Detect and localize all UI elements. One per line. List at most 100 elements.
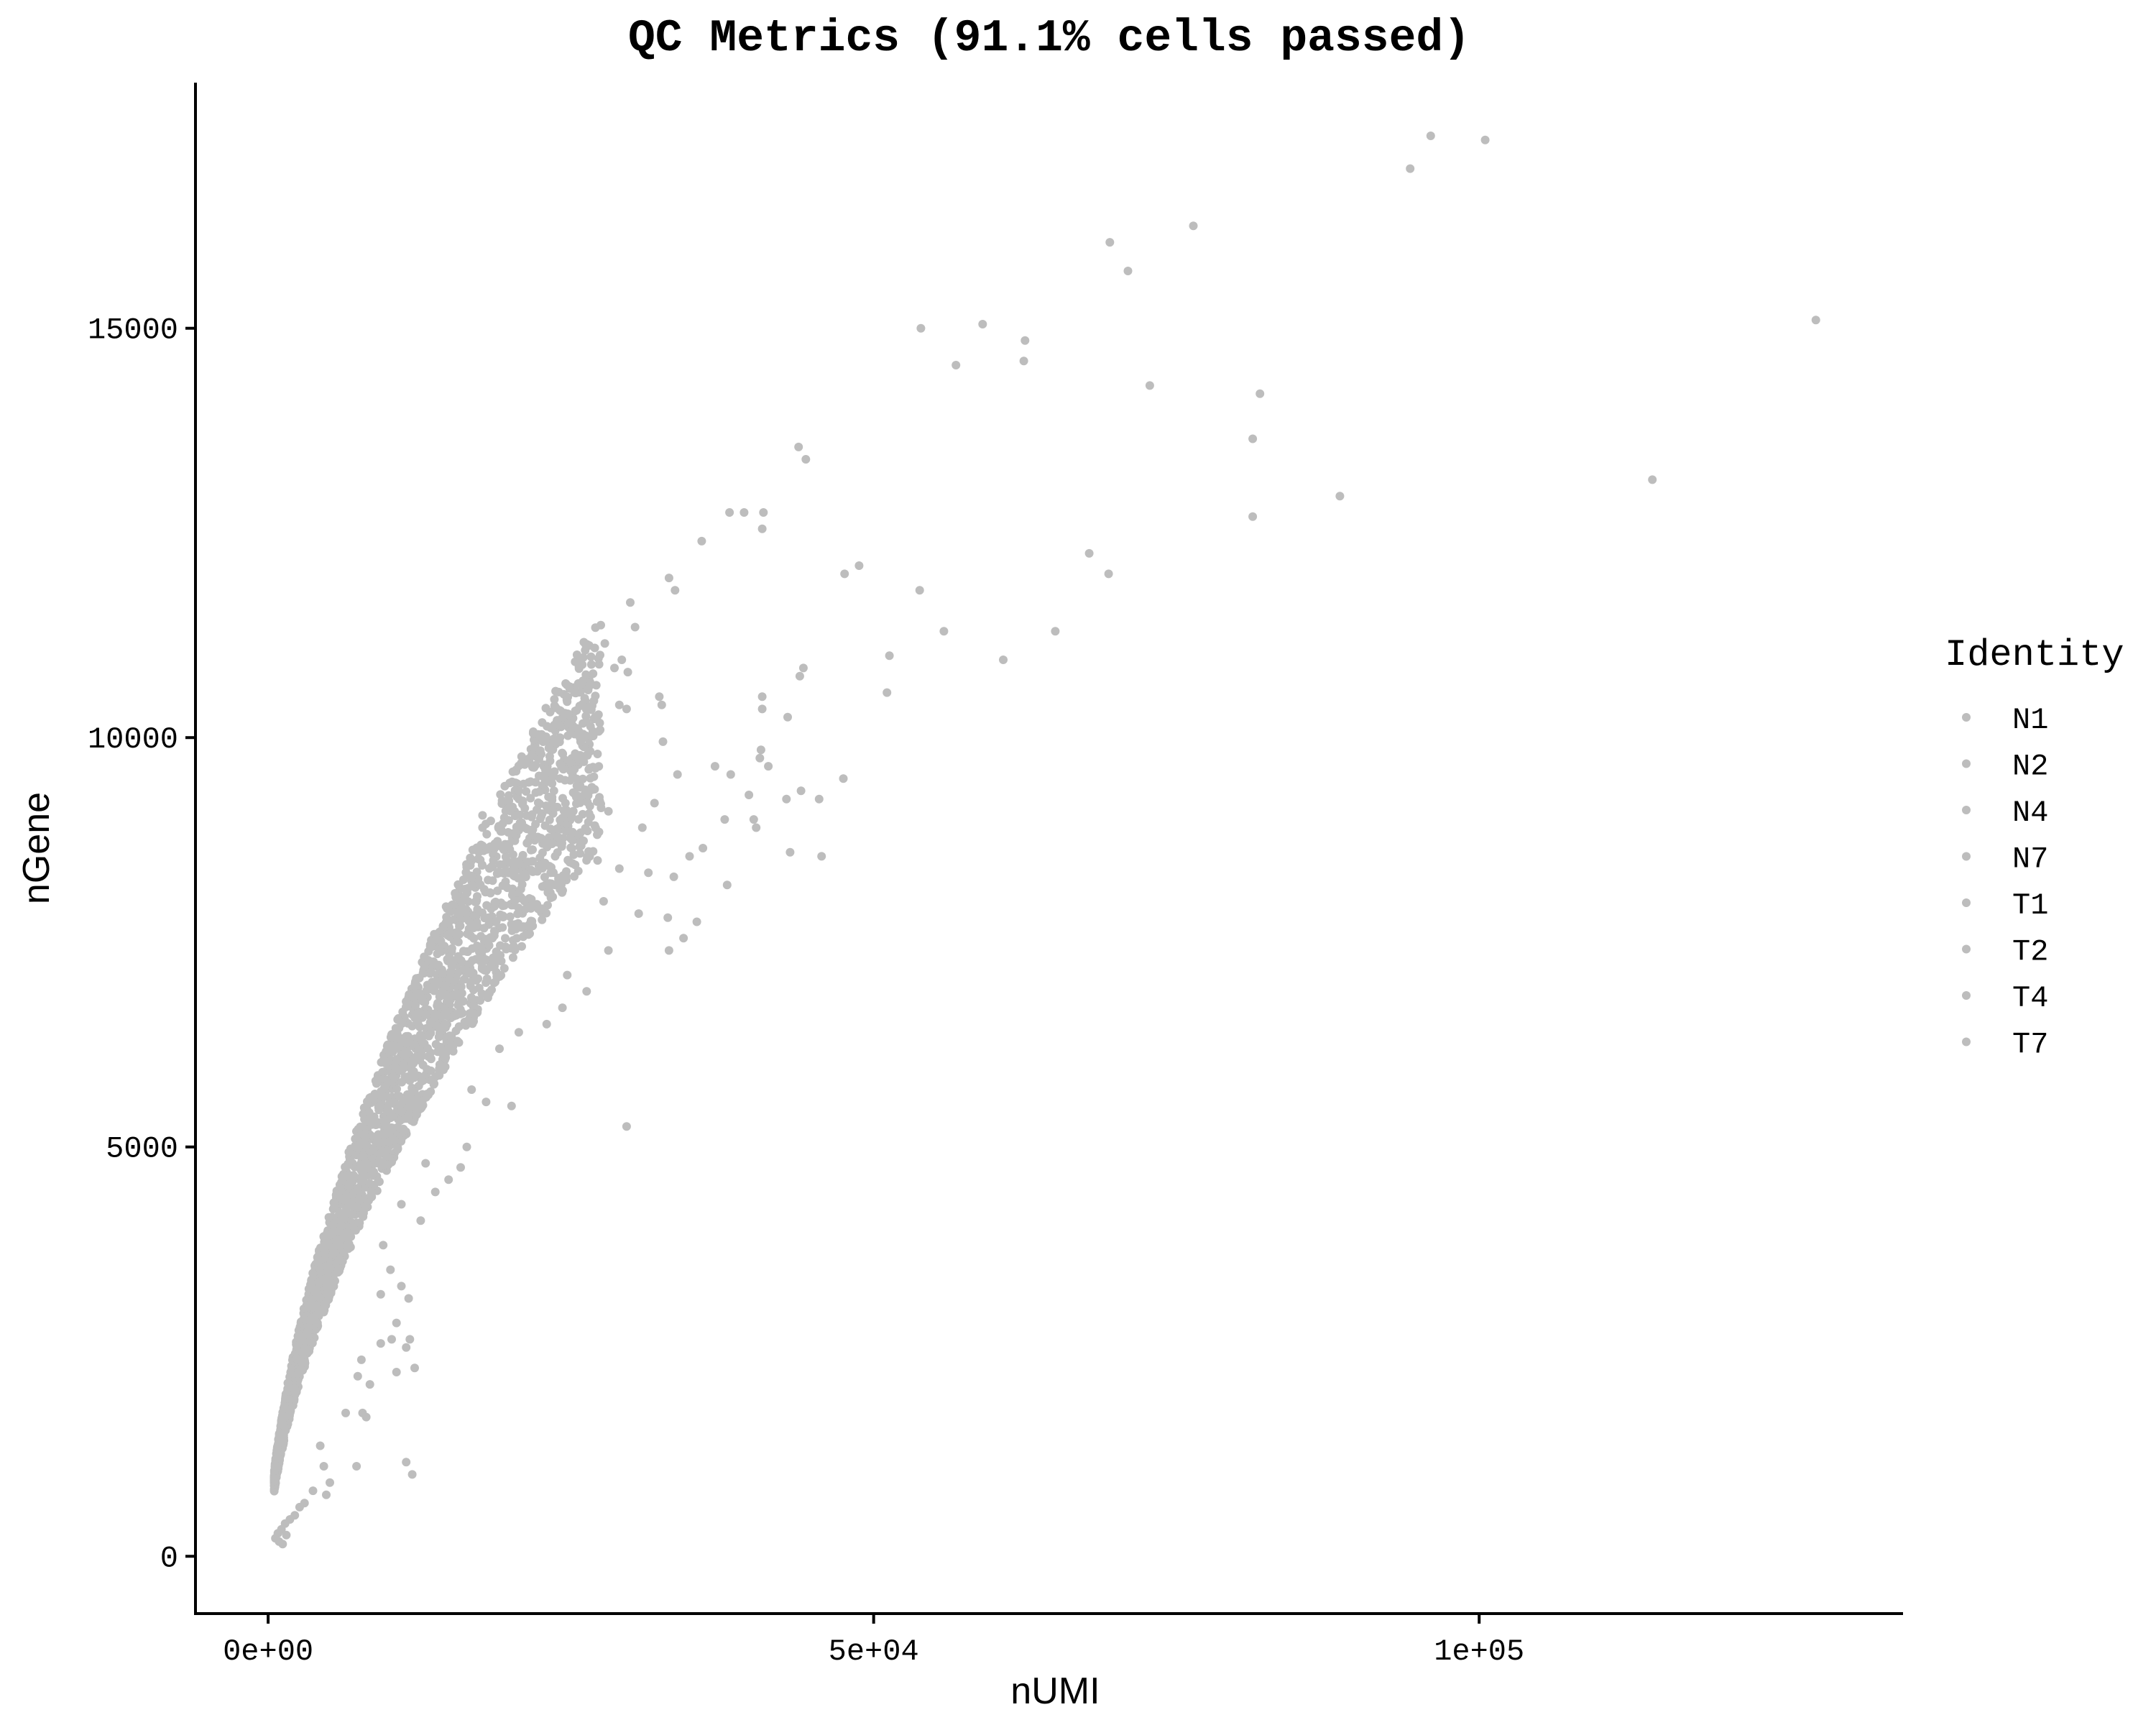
data-point [337, 1195, 346, 1204]
data-point [541, 765, 550, 775]
data-point [572, 650, 581, 659]
data-point [379, 1161, 387, 1170]
data-point [426, 942, 436, 952]
data-point [378, 1057, 387, 1066]
ticks-layer: 0e+00 5e+04 1e+05 0 5000 10000 15000 [88, 313, 1524, 1669]
data-point [436, 1029, 444, 1038]
data-point [508, 888, 517, 898]
data-point [270, 1476, 280, 1485]
data-point [411, 1000, 420, 1010]
data-point [486, 888, 495, 898]
data-point [507, 1101, 516, 1110]
data-point [402, 1458, 411, 1467]
data-point [432, 934, 441, 944]
data-point [367, 1192, 376, 1202]
data-point [575, 783, 584, 792]
data-point [453, 880, 463, 889]
y-tick-label: 5000 [106, 1132, 178, 1167]
data-point [518, 850, 528, 860]
data-point [379, 1117, 389, 1126]
data-point [429, 1080, 438, 1089]
data-point [347, 1210, 356, 1220]
data-point [499, 964, 509, 973]
data-point [410, 1087, 419, 1096]
data-point [398, 1007, 407, 1016]
data-point [561, 799, 570, 808]
data-point [416, 1216, 425, 1225]
data-point [461, 965, 470, 975]
data-point [517, 752, 526, 761]
data-point [720, 815, 729, 824]
data-point [376, 1289, 385, 1299]
data-point [745, 791, 754, 799]
data-point [563, 855, 573, 865]
data-point [1021, 336, 1030, 345]
y-tick-label: 0 [160, 1541, 178, 1576]
data-point [759, 508, 768, 517]
data-point [637, 823, 647, 832]
data-point [353, 1184, 362, 1193]
data-point [356, 1122, 365, 1131]
data-point [600, 639, 609, 648]
data-point [568, 765, 578, 775]
data-point [356, 1160, 366, 1169]
data-point [594, 762, 604, 771]
data-point [484, 843, 493, 852]
data-point [438, 987, 447, 996]
data-point [270, 1466, 279, 1475]
data-point [379, 1241, 388, 1250]
data-point [324, 1292, 333, 1302]
data-point [292, 1341, 301, 1351]
data-point [593, 750, 602, 758]
data-point [801, 455, 811, 464]
data-point [314, 1277, 323, 1287]
data-point [573, 814, 583, 824]
data-point [546, 893, 556, 902]
data-point [388, 1041, 397, 1051]
data-point [634, 909, 643, 919]
data-point [586, 722, 595, 731]
data-point [563, 970, 572, 980]
data-point [480, 914, 489, 923]
data-point [604, 806, 613, 816]
data-point [303, 1326, 313, 1335]
data-point [493, 886, 502, 896]
data-point [526, 777, 535, 786]
data-point [426, 1054, 436, 1064]
data-point [443, 931, 453, 940]
data-point [817, 852, 826, 861]
data-point [978, 320, 987, 328]
data-point [505, 912, 515, 921]
data-point [726, 770, 735, 779]
legend-label: T1 [2012, 888, 2048, 923]
data-point [525, 924, 534, 933]
data-point [308, 1338, 317, 1348]
data-point [1084, 548, 1094, 558]
data-point [373, 1120, 382, 1129]
data-point [589, 696, 599, 705]
data-point [699, 844, 708, 852]
data-point [786, 847, 795, 857]
data-point [494, 868, 503, 877]
legend-key-dot [1962, 806, 1971, 814]
data-point [591, 681, 601, 690]
data-point [796, 786, 806, 796]
legend-label: T2 [2012, 935, 2048, 970]
x-axis-title: nUMI [1010, 1670, 1100, 1712]
data-point [494, 823, 503, 832]
y-tick-label: 10000 [88, 722, 178, 757]
data-point [476, 996, 485, 1005]
data-point [461, 905, 471, 914]
data-point [531, 760, 540, 770]
data-point [549, 786, 558, 796]
data-point [782, 794, 791, 804]
data-point [626, 598, 635, 607]
data-point [382, 1151, 392, 1161]
data-point [469, 1000, 478, 1010]
data-point [371, 1076, 380, 1085]
data-point [484, 875, 493, 885]
data-point [367, 1167, 377, 1177]
data-point [757, 692, 767, 702]
data-point [410, 1363, 419, 1373]
data-point [528, 830, 537, 840]
